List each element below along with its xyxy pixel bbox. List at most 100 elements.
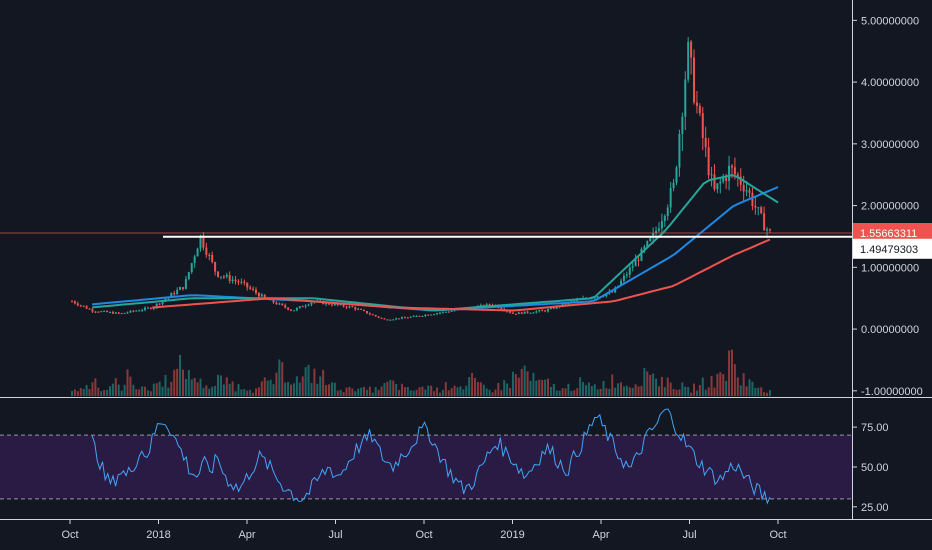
volume-bar — [576, 388, 579, 396]
volume-bar — [474, 377, 477, 396]
candle-body — [132, 310, 135, 312]
candle-body — [625, 274, 628, 276]
candle-body — [202, 235, 205, 248]
volume-bar — [240, 389, 243, 396]
candle-body — [725, 177, 728, 181]
last-price-tag — [853, 223, 932, 244]
volume-bar — [485, 388, 488, 396]
candle-body — [138, 310, 141, 312]
candle-body — [742, 184, 745, 192]
time-tick-label: Jul — [682, 529, 696, 541]
volume-bar — [348, 386, 351, 396]
volume-bar — [82, 389, 85, 396]
candle-body — [695, 102, 698, 106]
volume-bar — [357, 388, 360, 396]
candle-body — [730, 165, 733, 168]
volume-bar — [146, 390, 149, 396]
candle-body — [117, 312, 120, 314]
volume-bar — [479, 382, 482, 396]
time-tick-label: Apr — [592, 529, 609, 541]
volume-bar — [646, 371, 649, 396]
candle-body — [135, 310, 138, 312]
candle-body — [398, 318, 401, 320]
candle-body — [158, 303, 161, 305]
volume-bar — [602, 380, 605, 396]
time-tick-label: Oct — [769, 529, 786, 541]
volume-bar — [672, 388, 675, 396]
candle-body — [704, 137, 707, 148]
candle-body — [357, 308, 360, 310]
volume-bar — [733, 364, 736, 396]
volume-bar — [415, 389, 418, 396]
candle-body — [573, 300, 576, 302]
candle-body — [281, 303, 284, 306]
candle-body — [520, 312, 523, 314]
candle-body — [690, 41, 693, 58]
price-panel[interactable] — [71, 36, 771, 321]
volume-bar — [593, 384, 596, 396]
candle-body — [345, 306, 348, 308]
candle-body — [716, 183, 719, 190]
candle-body — [126, 312, 129, 314]
rsi-axis[interactable]: 75.00 50.00 25.00 — [852, 422, 889, 514]
volume-bar — [138, 389, 141, 396]
volume-bar — [701, 377, 704, 396]
time-tick-label: Jul — [328, 529, 342, 541]
volume-bar — [421, 386, 424, 396]
candle-body — [278, 303, 281, 305]
candle-body — [301, 306, 304, 308]
volume-bar — [398, 390, 401, 396]
candle-body — [687, 41, 690, 80]
candle-body — [409, 316, 412, 318]
candle-body — [228, 274, 231, 281]
candle-body — [260, 294, 263, 297]
candle-body — [643, 246, 646, 249]
candle-body — [333, 303, 336, 306]
candle-body — [628, 267, 631, 275]
rsi-panel[interactable] — [0, 408, 852, 505]
volume-bar — [76, 391, 79, 396]
price-axis[interactable]: 5.00000000 4.00000000 3.00000000 2.00000000… — [852, 15, 923, 398]
candle-body — [103, 310, 106, 312]
candle-body — [701, 113, 704, 138]
volume-bar — [228, 383, 231, 396]
moving-average-line — [91, 174, 779, 312]
volume-bar — [360, 387, 363, 396]
candle-body — [298, 306, 301, 309]
volume-bar — [625, 385, 628, 396]
candle-body — [146, 307, 149, 309]
candle-body — [652, 233, 655, 239]
candle-body — [684, 79, 687, 117]
candle-body — [330, 304, 333, 306]
volume-bar — [316, 383, 319, 396]
candle-body — [106, 310, 109, 313]
volume-bar — [333, 382, 336, 396]
rsi-tick-label: 50.00 — [861, 462, 889, 474]
candle-body — [287, 307, 290, 310]
candle-body — [187, 272, 190, 280]
volume-bar — [444, 382, 447, 396]
volume-bar — [450, 388, 453, 396]
volume-bar — [167, 387, 170, 396]
time-axis[interactable]: Oct 2018 Apr Jul Oct 2019 Apr Jul Oct — [61, 520, 787, 541]
candle-body — [669, 188, 672, 208]
candle-body — [304, 305, 307, 307]
volume-bar — [141, 386, 144, 396]
candle-body — [173, 292, 176, 295]
volume-bar — [269, 379, 272, 396]
candle-body — [406, 317, 409, 319]
candle-body — [237, 281, 240, 283]
volume-bar — [114, 378, 117, 396]
volume-bar — [660, 376, 663, 396]
volume-bar — [219, 375, 222, 396]
candle-body — [564, 303, 567, 305]
candle-body — [614, 287, 617, 293]
volume-bar — [120, 390, 123, 396]
volume-bar — [430, 385, 433, 396]
horizontal-level[interactable] — [0, 232, 852, 238]
volume-bar — [158, 381, 161, 396]
volume-bar — [482, 384, 485, 396]
candle-body — [713, 174, 716, 190]
moving-average-line — [92, 186, 779, 312]
